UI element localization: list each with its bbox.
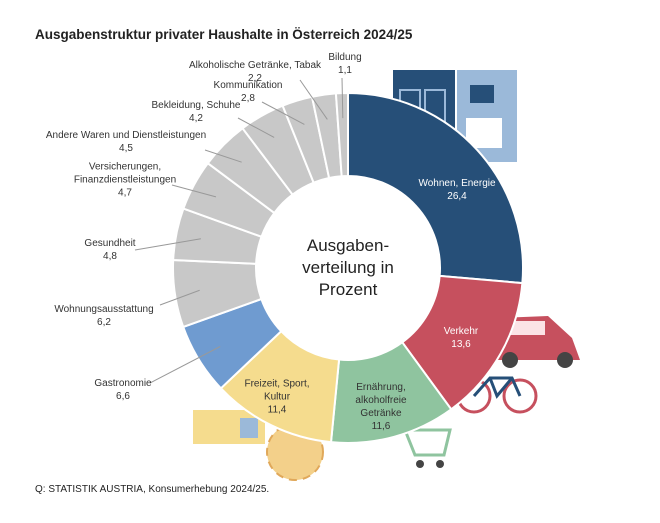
icon-bike-frame xyxy=(472,376,522,399)
donut xyxy=(134,77,524,444)
category-label: Alkoholische Getränke, Tabak xyxy=(188,60,322,71)
segment-label: Ernährung, alkoholfreie Getränke 11,6 xyxy=(346,381,416,433)
segment-label: Wohnungsausstattung 6,2 xyxy=(54,303,153,329)
value-label: 4,7 xyxy=(118,187,132,199)
category-label: Verkehr xyxy=(443,326,479,337)
category-label: Wohnen, Energie xyxy=(418,178,496,189)
icon-ticket-art xyxy=(240,418,258,438)
icon-cart xyxy=(402,428,452,457)
center-label: Ausgaben-verteilung in Prozent xyxy=(302,236,394,299)
leader-line xyxy=(149,346,221,384)
leader-line xyxy=(171,184,217,198)
value-label: 26,4 xyxy=(447,191,467,202)
leader-line xyxy=(159,289,200,306)
value-label: 1,1 xyxy=(338,65,352,76)
category-label: Freizeit, Sport, Kultur xyxy=(244,378,310,403)
donut-segment xyxy=(334,91,349,178)
segment-label: Versicherungen, Finanzdienstleistungen 4,… xyxy=(65,161,185,200)
value-label: 13,6 xyxy=(451,339,471,350)
value-label: 2,8 xyxy=(241,93,255,104)
icon-wheel xyxy=(557,352,573,368)
leader-line xyxy=(341,77,344,119)
segment-label: Gastronomie 6,6 xyxy=(94,377,151,403)
segment-label: Gesundheit 4,8 xyxy=(84,237,135,263)
value-label: 4,5 xyxy=(119,143,133,154)
category-label: Andere Waren und Dienstleistungen xyxy=(45,130,207,141)
segment-label: Kommunikation 2,8 xyxy=(214,79,283,105)
leader-line xyxy=(134,238,201,251)
source: Q: STATISTIK AUSTRIA, Konsumerhebung 202… xyxy=(35,484,270,495)
segment-label: Andere Waren und Dienstleistungen 4,5 xyxy=(46,129,206,155)
leader-line xyxy=(237,117,275,138)
icon-bike-wheel xyxy=(502,378,538,414)
category-label: Bekleidung, Schuhe xyxy=(151,100,241,111)
value-label: 6,2 xyxy=(97,317,111,328)
icon-wheel xyxy=(502,352,518,368)
value-label: 11,6 xyxy=(371,421,391,432)
category-label: Wohnungsausstattung xyxy=(54,304,154,315)
icon-cart-wheel xyxy=(416,460,424,468)
category-label: Ernährung, alkoholfreie Getränke xyxy=(355,382,407,419)
icon-car-window xyxy=(505,321,545,335)
donut-segment xyxy=(347,91,524,285)
leader-line xyxy=(299,79,328,120)
chart-title: Ausgabenstruktur privater Haushalte in Ö… xyxy=(35,27,413,42)
segment-label: Verkehr 13,6 xyxy=(421,325,501,351)
category-label: Versicherungen, Finanzdienstleistungen xyxy=(73,161,177,186)
segment-label: Alkoholische Getränke, Tabak 2,2 xyxy=(189,59,321,85)
icon-radiator xyxy=(466,118,502,148)
category-label: Kommunikation xyxy=(213,80,283,91)
category-label: Gastronomie xyxy=(94,378,152,389)
segment-label: Bekleidung, Schuhe 4,2 xyxy=(152,99,241,125)
segment-label: Wohnen, Energie 26,4 xyxy=(407,177,507,203)
value-label: 11,4 xyxy=(267,404,287,416)
value-label: 4,2 xyxy=(189,113,203,124)
value-label: 4,8 xyxy=(103,251,117,262)
icon-cart-wheel xyxy=(436,460,444,468)
leader-line xyxy=(261,101,305,125)
icon-frame xyxy=(470,85,494,103)
category-label: Bildung xyxy=(328,52,362,63)
value-label: 6,6 xyxy=(116,391,130,402)
category-label: Gesundheit xyxy=(84,238,136,249)
segment-label: Freizeit, Sport, Kultur 11,4 xyxy=(237,378,317,417)
icons xyxy=(193,70,580,481)
leader-line xyxy=(204,149,242,163)
segment-label: Bildung 1,1 xyxy=(328,51,361,77)
value-label: 2,2 xyxy=(248,73,262,84)
